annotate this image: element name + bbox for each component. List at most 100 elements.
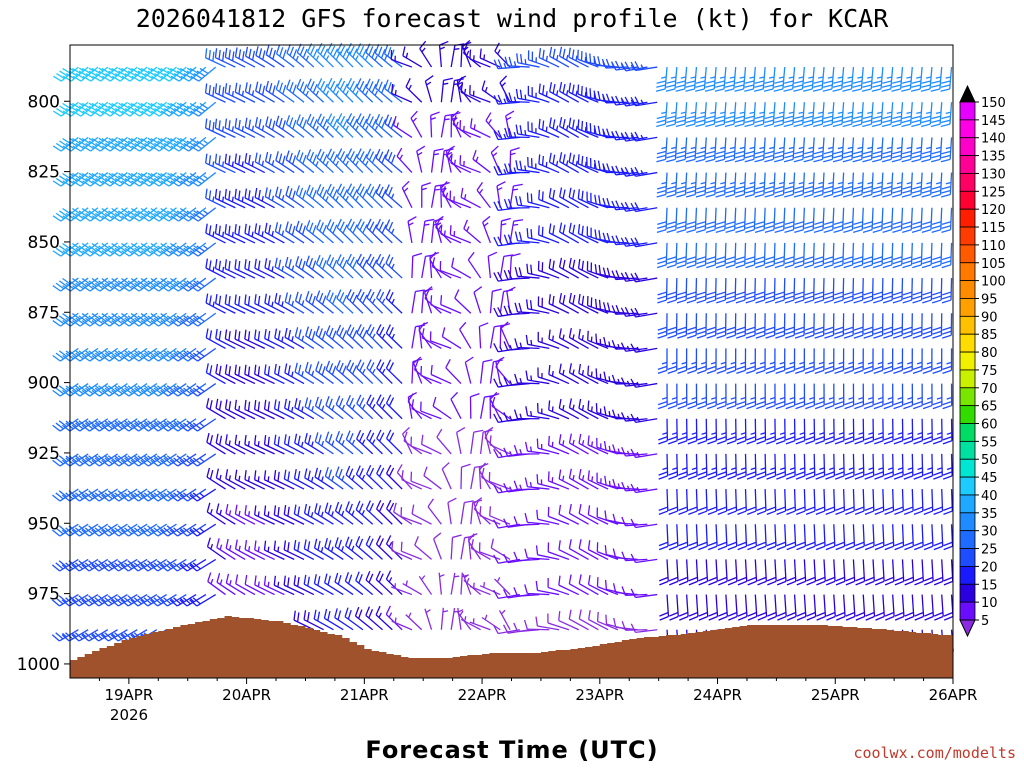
wind-barb	[815, 559, 826, 586]
wind-barb	[717, 418, 727, 445]
wind-barb	[52, 347, 79, 362]
wind-barb	[883, 418, 894, 445]
wind-barb	[489, 288, 502, 314]
wind-barb	[558, 46, 580, 68]
wind-barb	[547, 506, 570, 525]
wind-barb	[794, 207, 806, 233]
wind-barb	[813, 102, 825, 128]
wind-barb	[503, 198, 530, 209]
wind-barb	[215, 363, 236, 385]
wind-barb	[274, 222, 295, 244]
wind-barb	[864, 559, 875, 586]
wind-barb	[315, 361, 334, 385]
colorbar-swatch	[959, 583, 976, 603]
wind-barb	[524, 584, 550, 596]
wind-barb	[294, 362, 315, 385]
wind-barb	[754, 172, 766, 198]
wind-barb	[274, 328, 295, 349]
wind-barb	[366, 429, 383, 455]
colorbar-swatch	[959, 298, 976, 317]
wind-barb	[376, 289, 393, 314]
wind-barb	[796, 524, 807, 551]
wind-barb	[815, 489, 826, 515]
wind-barb	[346, 42, 364, 68]
wind-barb	[431, 257, 452, 279]
wind-barb	[874, 489, 885, 515]
wind-barb	[658, 489, 669, 515]
colorbar-label: 10	[981, 596, 998, 611]
wind-barb	[189, 523, 217, 537]
wind-barb	[913, 383, 923, 410]
wind-barb	[274, 186, 295, 209]
wind-barb	[881, 102, 894, 128]
wind-barb	[630, 237, 658, 248]
wind-barb	[620, 166, 648, 177]
wind-barb	[316, 148, 334, 174]
wind-barb	[356, 359, 374, 385]
wind-barb	[873, 278, 884, 304]
wind-barb	[687, 418, 698, 445]
wind-barb	[932, 348, 943, 374]
wind-barb	[234, 188, 256, 209]
wind-barb	[313, 609, 334, 631]
wind-barb	[881, 67, 894, 92]
wind-barb	[420, 365, 442, 385]
wind-barb	[160, 418, 187, 432]
wind-barb	[559, 116, 580, 138]
wind-barb	[756, 418, 767, 445]
wind-barb	[375, 570, 393, 596]
wind-barb	[140, 594, 167, 607]
wind-barb	[72, 101, 99, 117]
wind-barb	[568, 363, 589, 385]
wind-barb	[825, 594, 836, 621]
wind-barb	[536, 509, 560, 525]
wind-barb	[707, 418, 718, 445]
wind-barb	[706, 348, 717, 374]
wind-barb	[687, 383, 698, 410]
wind-barb	[757, 559, 768, 586]
wind-barb	[206, 432, 226, 455]
wind-barb	[170, 383, 197, 397]
wind-barb	[685, 102, 698, 128]
wind-barb	[930, 67, 943, 92]
wind-barb	[852, 67, 864, 92]
wind-barb	[214, 258, 236, 279]
wind-barb	[244, 117, 266, 138]
wind-barb	[424, 289, 442, 314]
wind-barb	[578, 539, 599, 560]
wind-barb	[875, 594, 885, 621]
wind-barb	[568, 328, 589, 349]
wind-barb	[490, 145, 501, 173]
wind-barb	[71, 418, 99, 432]
wind-barb	[273, 540, 295, 560]
wind-barb	[578, 574, 599, 596]
wind-barb	[903, 418, 914, 445]
wind-barb	[794, 313, 806, 339]
wind-barb	[668, 559, 679, 586]
wind-barb	[315, 254, 334, 279]
wind-barb	[726, 313, 737, 339]
wind-barb	[456, 427, 466, 455]
wind-barb	[244, 505, 266, 525]
wind-barb	[206, 537, 226, 560]
colorbar-swatch	[959, 458, 976, 478]
wind-barb	[111, 418, 138, 432]
wind-barb	[504, 127, 530, 139]
wind-barb	[834, 313, 845, 339]
wind-barb	[473, 286, 483, 314]
wind-barb	[902, 278, 913, 304]
wind-barb	[577, 189, 599, 209]
wind-barb	[255, 46, 275, 68]
wind-barb	[630, 131, 658, 142]
wind-barb	[842, 137, 855, 163]
wind-barb	[727, 559, 738, 586]
wind-barb	[558, 328, 580, 349]
wind-barb	[344, 572, 364, 596]
wind-barb	[410, 436, 432, 455]
wind-barb	[324, 537, 344, 560]
wind-barb	[656, 102, 668, 128]
wind-barb	[894, 489, 904, 515]
wind-barb	[254, 187, 275, 209]
wind-barb	[725, 172, 737, 198]
wind-barb	[285, 221, 305, 244]
